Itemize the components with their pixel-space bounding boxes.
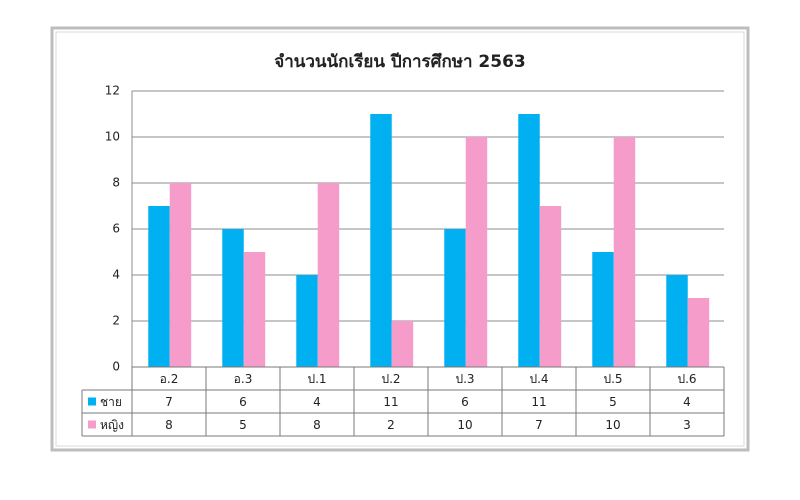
table-value: 11	[383, 395, 398, 409]
bar	[317, 183, 340, 367]
x-tick-label: ป.2	[381, 372, 400, 386]
y-tick-label: 6	[112, 222, 120, 236]
bar	[518, 114, 540, 367]
x-tick-label: ป.3	[455, 372, 474, 386]
legend-key	[88, 420, 96, 429]
bar	[613, 137, 636, 367]
table-value: 3	[683, 418, 691, 432]
table-value: 8	[165, 418, 173, 432]
legend-label: หญิง	[100, 418, 124, 432]
table-value: 7	[535, 418, 543, 432]
table-value: 10	[457, 418, 472, 432]
x-tick-label: ป.4	[529, 372, 548, 386]
x-tick-label: ป.6	[677, 372, 696, 386]
y-tick-label: 0	[112, 360, 120, 374]
legend-key	[88, 397, 96, 406]
x-tick-label: ป.1	[307, 372, 326, 386]
bar	[243, 252, 266, 367]
table-value: 10	[605, 418, 620, 432]
y-tick-label: 10	[105, 130, 120, 144]
bar	[444, 229, 466, 367]
bar	[687, 298, 710, 367]
bar	[666, 275, 688, 367]
chart-frame-inner	[55, 31, 745, 447]
bar	[148, 206, 170, 367]
table-value: 4	[683, 395, 691, 409]
chart-title: จำนวนนักเรียน ปีการศึกษา 2563	[274, 51, 525, 72]
x-tick-label: อ.2	[160, 372, 179, 386]
table-value: 7	[165, 395, 173, 409]
table-value: 6	[461, 395, 469, 409]
bar	[391, 321, 414, 367]
bar	[222, 229, 244, 367]
y-tick-label: 8	[112, 176, 120, 190]
bar	[465, 137, 488, 367]
y-tick-label: 2	[112, 314, 120, 328]
y-tick-label: 12	[105, 84, 120, 98]
bar	[370, 114, 392, 367]
table-value: 11	[531, 395, 546, 409]
y-tick-label: 4	[112, 268, 120, 282]
bar	[539, 206, 562, 367]
table-value: 4	[313, 395, 321, 409]
table-value: 5	[239, 418, 247, 432]
table-value: 8	[313, 418, 321, 432]
legend-label: ชาย	[100, 395, 122, 409]
x-tick-label: อ.3	[234, 372, 253, 386]
bar	[169, 183, 192, 367]
table-value: 6	[239, 395, 247, 409]
bar	[592, 252, 614, 367]
bar	[296, 275, 318, 367]
x-tick-label: ป.5	[603, 372, 622, 386]
table-value: 5	[609, 395, 617, 409]
table-value: 2	[387, 418, 395, 432]
